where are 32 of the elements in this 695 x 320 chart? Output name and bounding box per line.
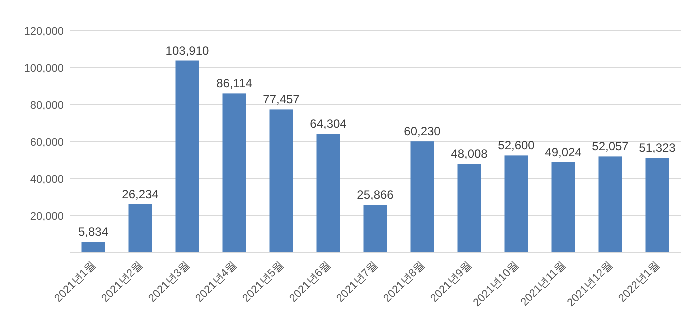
bar — [504, 156, 528, 253]
data-label: 103,910 — [166, 44, 210, 58]
data-label: 52,600 — [498, 138, 536, 153]
data-label: 5,834 — [78, 225, 109, 240]
bar — [270, 110, 294, 253]
data-label: 52,057 — [592, 140, 630, 154]
y-tick-label: 100,000 — [24, 62, 64, 75]
data-label: 60,230 — [404, 124, 442, 139]
y-tick-label: 80,000 — [30, 100, 64, 112]
data-label: 25,866 — [357, 188, 394, 202]
data-label: 77,457 — [263, 92, 300, 107]
bar — [176, 60, 200, 253]
bar — [458, 164, 482, 253]
data-label: 49,024 — [545, 145, 582, 160]
bar — [316, 134, 340, 253]
y-tick-label: 40,000 — [30, 174, 64, 186]
data-label: 48,008 — [451, 147, 488, 162]
bar — [410, 142, 434, 253]
bar — [646, 158, 670, 253]
y-tick-label: 20,000 — [30, 210, 64, 223]
bar — [598, 156, 622, 253]
bar — [82, 242, 106, 253]
bar — [552, 162, 576, 253]
y-tick-label: 60,000 — [30, 136, 64, 149]
data-label: 86,114 — [216, 76, 253, 91]
data-label: 51,323 — [639, 141, 676, 156]
data-label: 64,304 — [310, 117, 348, 132]
bar — [128, 204, 152, 253]
bar — [364, 205, 388, 253]
bar — [222, 94, 246, 253]
data-label: 26,234 — [122, 187, 160, 202]
y-tick-label: 120,000 — [24, 26, 64, 38]
